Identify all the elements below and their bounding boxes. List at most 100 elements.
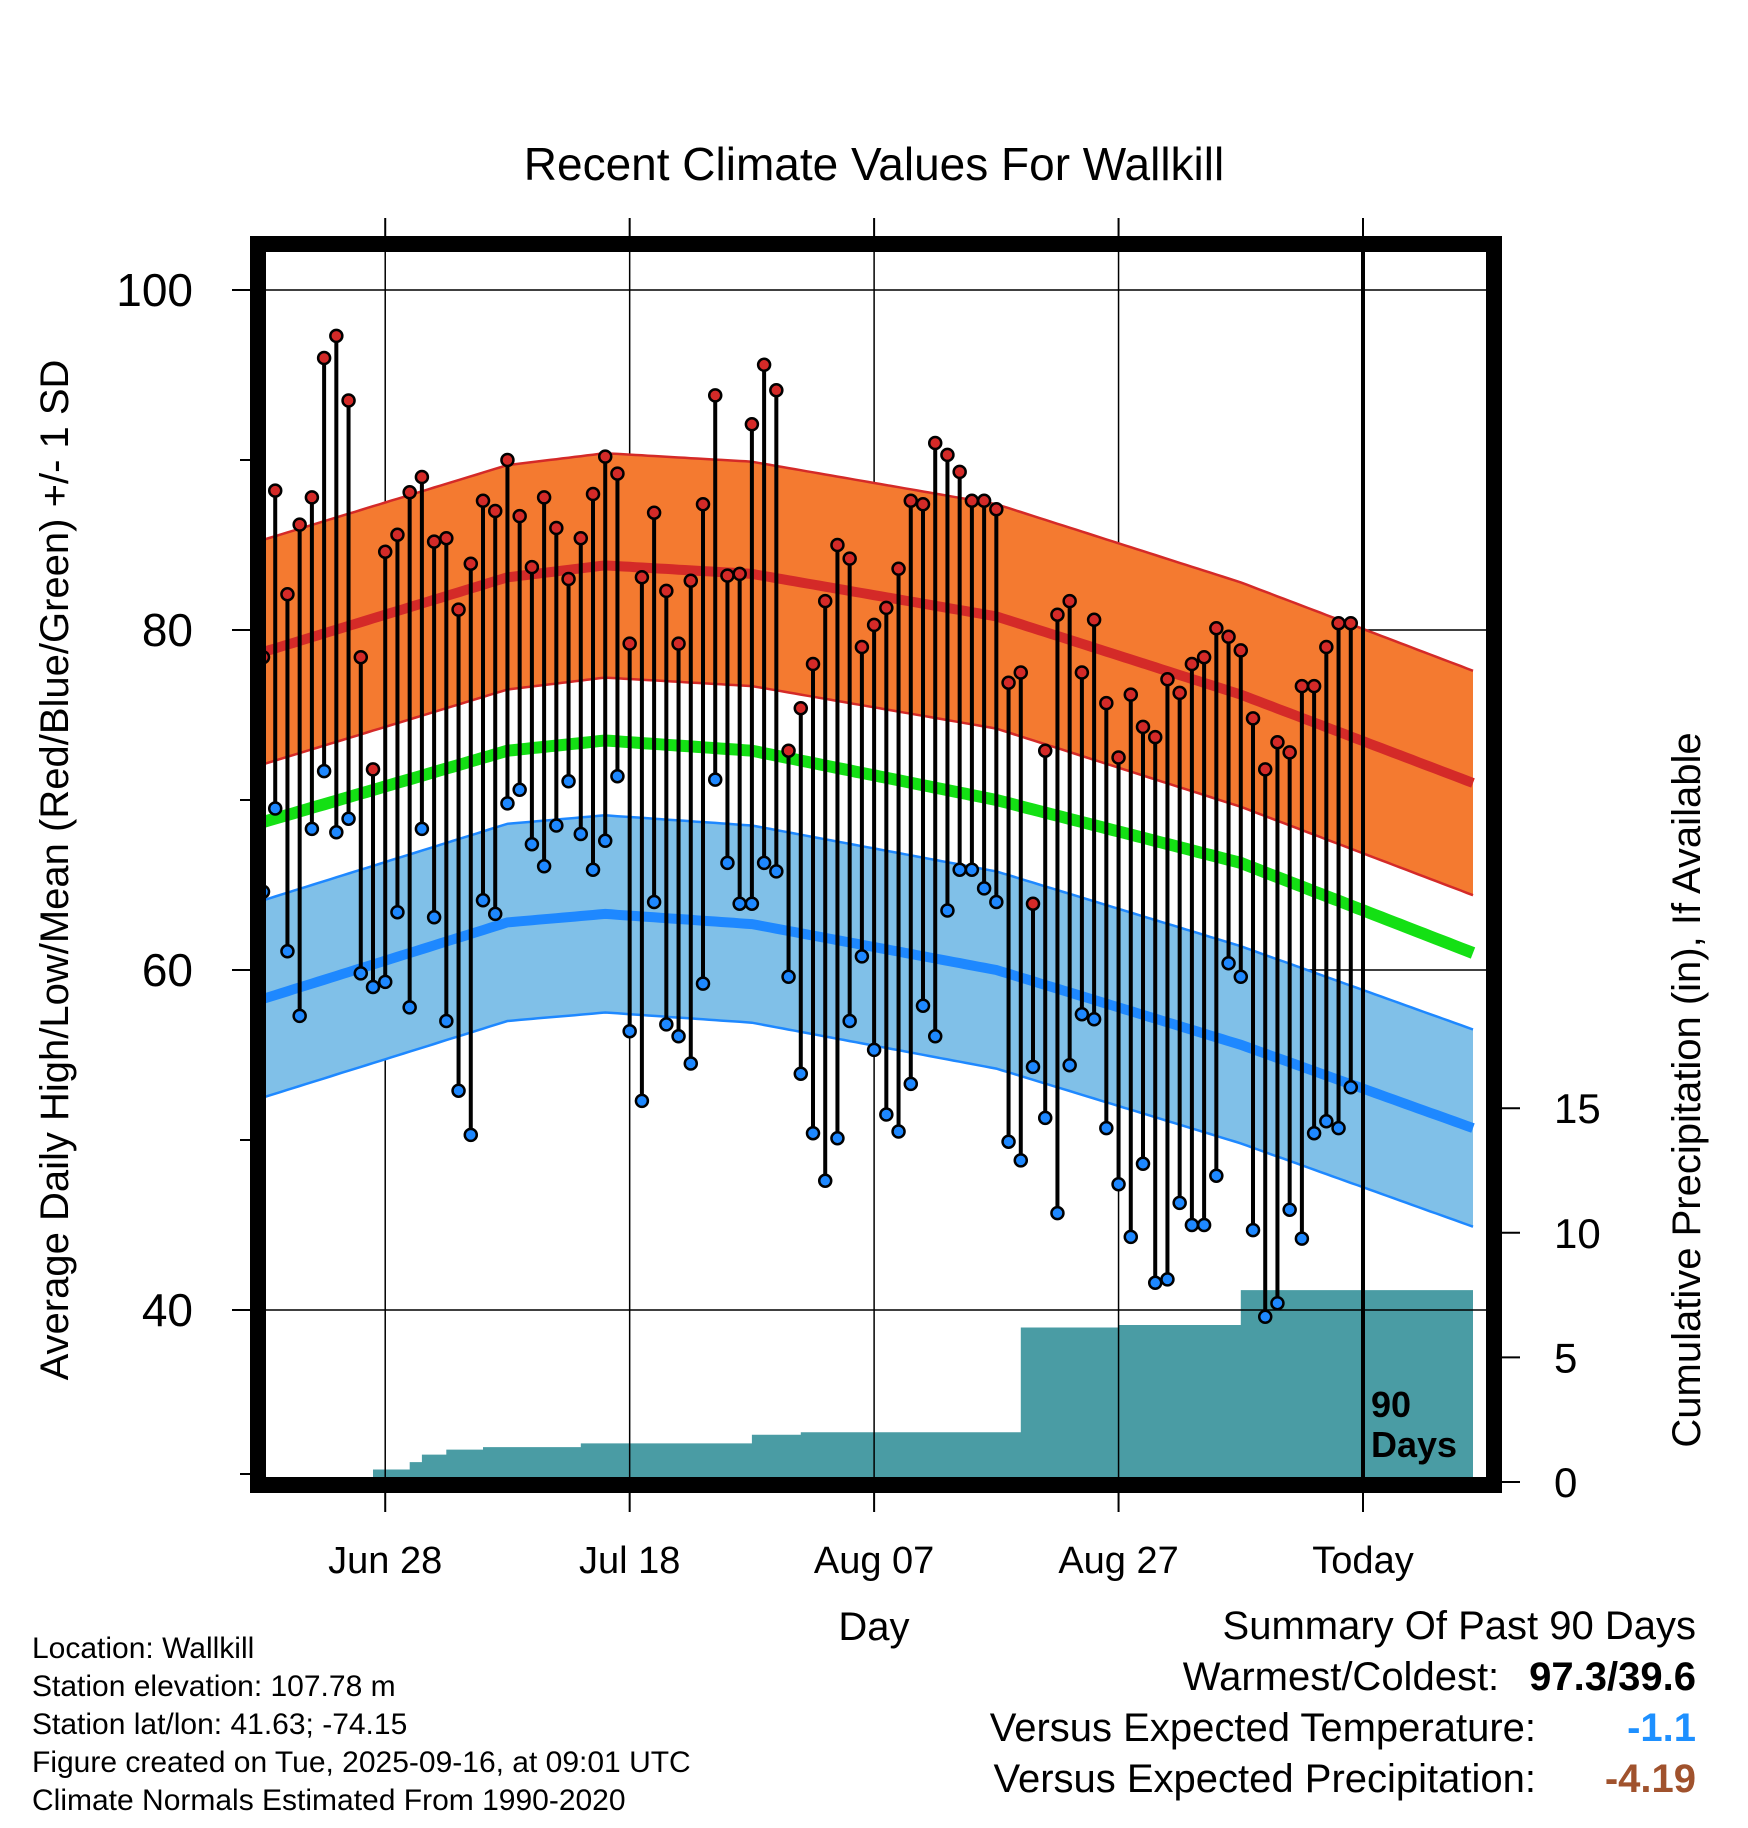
daily-high-point <box>365 762 381 777</box>
daily-low-point <box>989 894 1004 910</box>
x-axis-title: Day <box>838 1605 909 1649</box>
daily-low-point <box>1086 1012 1102 1027</box>
daily-high-point <box>500 452 515 468</box>
daily-low-point <box>1343 1080 1359 1095</box>
high-sd-band <box>263 453 1473 896</box>
daily-low-point <box>500 796 515 811</box>
daily-low-point <box>634 1093 650 1109</box>
daily-high-point <box>817 593 833 609</box>
daily-high-point <box>524 559 540 575</box>
daily-high-point <box>903 493 919 509</box>
daily-high-point <box>756 357 772 373</box>
daily-low-point <box>1331 1120 1346 1136</box>
daily-high-point <box>610 466 625 481</box>
daily-high-point <box>1196 649 1212 665</box>
daily-high-point <box>989 502 1004 517</box>
daily-high-point <box>915 496 931 512</box>
daily-low-point <box>927 1029 943 1044</box>
normal-low-line <box>261 908 1475 1133</box>
daily-high-point <box>695 496 711 512</box>
low-band-upper-edge <box>262 814 1474 1031</box>
daily-high-point <box>976 493 992 509</box>
daily-low-point <box>341 811 356 826</box>
daily-low-point <box>353 966 369 981</box>
daily-low-point <box>744 896 760 911</box>
days-marker-label-2: Days <box>1371 1424 1457 1465</box>
daily-high-point <box>1233 643 1249 658</box>
daily-low-point <box>1074 1006 1090 1022</box>
daily-high-point <box>1209 621 1224 636</box>
daily-high-point <box>622 636 637 651</box>
daily-low-point <box>952 862 967 877</box>
precip-label: Versus Expected Precipitation: <box>993 1757 1536 1801</box>
temp-value: -1.1 <box>1627 1706 1696 1750</box>
y-tick-label: 60 <box>142 944 193 996</box>
y2-tick-label: 0 <box>1554 1459 1577 1506</box>
daily-low-point <box>781 969 796 985</box>
daily-low-point <box>414 821 430 837</box>
daily-low-point <box>854 949 870 964</box>
daily-high-point <box>1025 896 1041 911</box>
daily-low-point <box>524 836 540 852</box>
y2-tick-label: 10 <box>1554 1210 1601 1257</box>
elevation-text: Station elevation: 107.78 m <box>32 1670 396 1703</box>
daily-high-point <box>891 561 906 577</box>
daily-low-point <box>756 855 772 871</box>
daily-low-point <box>1123 1229 1139 1245</box>
daily-low-point <box>1306 1125 1322 1141</box>
summary-heading: Summary Of Past 90 Days <box>1222 1604 1696 1648</box>
summary-warm-cold: Warmest/Coldest: 97.3/39.6 <box>990 1655 1696 1706</box>
daily-low-point <box>610 768 625 784</box>
daily-high-point <box>585 486 601 502</box>
daily-high-point <box>671 636 686 651</box>
daily-high-point <box>866 617 882 633</box>
daily-high-point <box>793 700 809 716</box>
daily-low-point <box>1037 1110 1053 1126</box>
daily-high-point <box>1037 743 1053 758</box>
daily-high-point <box>952 464 967 480</box>
x-tick-label: Aug 27 <box>1058 1540 1178 1582</box>
daily-low-point <box>1147 1275 1163 1291</box>
y2-tick-label: 15 <box>1554 1085 1601 1132</box>
daily-low-point <box>280 944 295 959</box>
daily-high-point <box>1013 665 1029 680</box>
daily-high-point <box>597 449 613 464</box>
daily-high-point <box>414 469 430 485</box>
daily-high-point <box>646 505 662 520</box>
daily-high-point <box>316 350 332 366</box>
daily-low-point <box>1209 1168 1224 1183</box>
y2-tick-label: 5 <box>1554 1334 1577 1381</box>
daily-high-point <box>329 328 344 344</box>
daily-low-point <box>439 1013 454 1029</box>
summary-precip: Versus Expected Precipitation: -4.19 <box>990 1757 1696 1808</box>
daily-high-point <box>292 517 307 532</box>
daily-low-point <box>304 821 320 837</box>
y-tick-label: 40 <box>142 1284 193 1336</box>
daily-high-point <box>744 417 760 432</box>
daily-high-point <box>964 493 980 509</box>
x-tick-label: Jul 18 <box>579 1540 680 1582</box>
normal-high-line <box>261 560 1475 788</box>
daily-low-point <box>573 826 589 842</box>
daily-low-point <box>451 1083 466 1098</box>
daily-high-point <box>451 602 466 617</box>
daily-low-point <box>475 893 491 908</box>
daily-low-point <box>585 862 601 877</box>
daily-high-point <box>536 490 552 505</box>
daily-high-point <box>805 656 821 672</box>
daily-low-point <box>915 998 931 1013</box>
daily-high-point <box>1099 695 1114 711</box>
daily-high-point <box>732 566 747 582</box>
daily-high-point <box>1074 665 1090 680</box>
daily-low-point <box>329 825 344 840</box>
daily-high-point <box>707 388 723 403</box>
daily-low-point <box>377 974 393 990</box>
daily-low-point <box>1196 1217 1212 1233</box>
normals-text: Climate Normals Estimated From 1990-2020 <box>32 1784 626 1817</box>
daily-high-point <box>1331 615 1346 631</box>
daily-low-point <box>903 1076 919 1092</box>
daily-high-point <box>1135 719 1151 735</box>
daily-low-point <box>707 772 723 787</box>
daily-low-point <box>1257 1309 1273 1325</box>
daily-low-point <box>487 906 503 922</box>
